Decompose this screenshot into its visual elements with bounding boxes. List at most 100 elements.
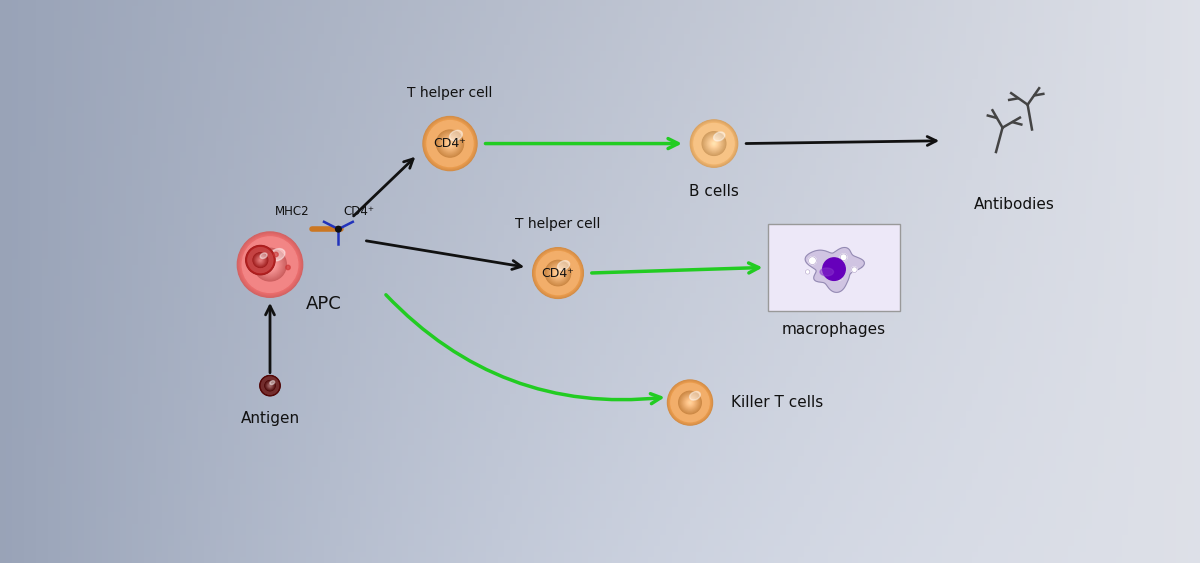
Circle shape	[676, 388, 704, 417]
Ellipse shape	[820, 268, 834, 276]
Circle shape	[683, 396, 697, 409]
Circle shape	[248, 243, 292, 287]
Circle shape	[674, 387, 706, 418]
Circle shape	[674, 387, 706, 418]
Circle shape	[548, 263, 568, 283]
Circle shape	[252, 247, 288, 283]
Circle shape	[694, 123, 734, 164]
Circle shape	[679, 391, 701, 414]
Circle shape	[707, 136, 721, 151]
Circle shape	[712, 141, 716, 146]
Circle shape	[264, 379, 276, 392]
Circle shape	[250, 249, 271, 271]
Circle shape	[426, 120, 474, 167]
Circle shape	[265, 381, 275, 391]
Circle shape	[672, 385, 708, 421]
Circle shape	[449, 143, 451, 144]
Circle shape	[553, 268, 563, 278]
Circle shape	[253, 252, 268, 268]
Circle shape	[680, 392, 700, 413]
Ellipse shape	[270, 249, 284, 261]
Circle shape	[557, 272, 559, 274]
Circle shape	[713, 142, 715, 145]
Circle shape	[247, 247, 274, 274]
Circle shape	[677, 390, 703, 415]
Circle shape	[260, 376, 280, 396]
Circle shape	[431, 124, 469, 163]
Circle shape	[671, 383, 709, 422]
Ellipse shape	[714, 132, 725, 141]
Circle shape	[550, 265, 566, 282]
Circle shape	[258, 258, 263, 262]
Circle shape	[678, 391, 702, 414]
Circle shape	[240, 234, 300, 295]
Circle shape	[259, 254, 281, 275]
Circle shape	[247, 247, 274, 273]
Circle shape	[673, 386, 707, 419]
Circle shape	[262, 377, 278, 394]
Circle shape	[546, 261, 570, 285]
Circle shape	[708, 137, 720, 149]
Circle shape	[252, 252, 269, 268]
Circle shape	[444, 138, 456, 149]
Text: T helper cell: T helper cell	[407, 86, 493, 100]
Circle shape	[709, 138, 719, 149]
Circle shape	[258, 257, 263, 263]
Circle shape	[250, 249, 271, 271]
Circle shape	[556, 271, 560, 276]
Circle shape	[690, 120, 738, 167]
Circle shape	[670, 382, 710, 423]
Circle shape	[248, 248, 272, 272]
Circle shape	[269, 263, 271, 266]
Circle shape	[443, 137, 457, 150]
Circle shape	[269, 385, 271, 386]
Circle shape	[540, 255, 576, 291]
Circle shape	[437, 130, 463, 157]
Circle shape	[712, 141, 716, 146]
Circle shape	[268, 262, 272, 267]
Circle shape	[557, 272, 559, 274]
Circle shape	[682, 395, 698, 410]
Polygon shape	[805, 248, 864, 292]
Circle shape	[702, 131, 726, 156]
Text: B cells: B cells	[689, 184, 739, 199]
Text: Antigen: Antigen	[240, 411, 300, 426]
Circle shape	[535, 250, 581, 296]
Text: T helper cell: T helper cell	[515, 217, 601, 231]
Circle shape	[689, 401, 691, 404]
Circle shape	[262, 378, 278, 394]
Text: Killer T cells: Killer T cells	[731, 395, 823, 410]
Circle shape	[245, 239, 295, 290]
Circle shape	[445, 139, 455, 148]
Circle shape	[264, 259, 276, 270]
Circle shape	[685, 397, 695, 408]
Circle shape	[256, 251, 284, 279]
Circle shape	[260, 255, 280, 274]
Circle shape	[251, 245, 289, 284]
Circle shape	[258, 257, 263, 263]
Circle shape	[542, 257, 574, 289]
Circle shape	[257, 256, 264, 264]
Circle shape	[710, 140, 718, 148]
Circle shape	[432, 126, 468, 162]
Circle shape	[248, 248, 272, 272]
Circle shape	[260, 376, 280, 395]
Circle shape	[244, 238, 296, 292]
Circle shape	[241, 236, 299, 293]
Circle shape	[540, 254, 576, 292]
Circle shape	[436, 129, 464, 158]
Circle shape	[256, 256, 265, 265]
Circle shape	[426, 119, 474, 168]
Circle shape	[263, 378, 277, 393]
Circle shape	[265, 381, 275, 390]
Circle shape	[442, 136, 458, 151]
Circle shape	[696, 126, 732, 162]
Ellipse shape	[270, 381, 275, 385]
Circle shape	[436, 129, 464, 158]
Circle shape	[673, 386, 707, 419]
Ellipse shape	[450, 130, 462, 141]
Circle shape	[548, 263, 568, 283]
Circle shape	[246, 245, 275, 275]
Circle shape	[244, 239, 296, 291]
Circle shape	[551, 265, 565, 281]
